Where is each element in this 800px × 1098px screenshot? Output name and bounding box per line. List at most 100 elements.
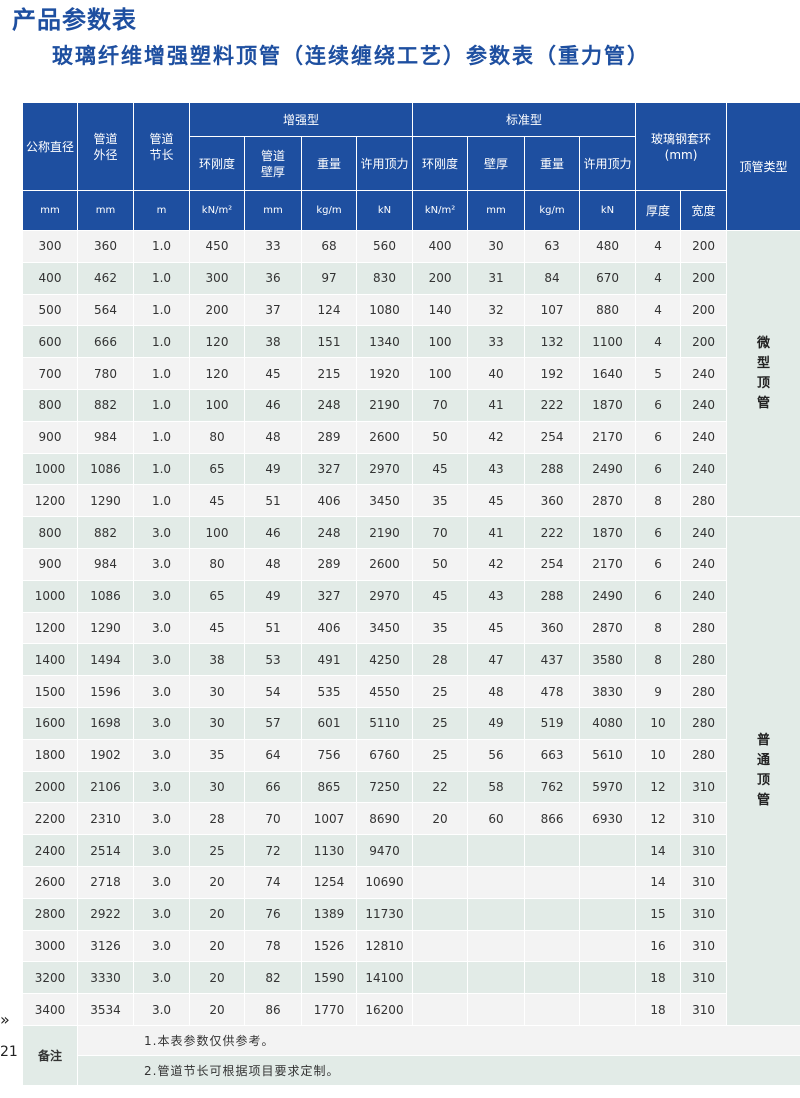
table-cell: 54 bbox=[244, 675, 302, 708]
table-cell: 289 bbox=[301, 420, 357, 454]
table-cell: 124 bbox=[301, 293, 357, 327]
table-cell: 35 bbox=[412, 484, 469, 518]
table-cell: 1870 bbox=[579, 516, 637, 549]
table-cell: 38 bbox=[189, 643, 245, 677]
table-cell bbox=[467, 897, 526, 931]
table-row: 1200 1290 3.0 45 51 406 3450 35 45 360 2870 8 280 bbox=[22, 611, 800, 645]
table-cell: 254 bbox=[524, 420, 581, 454]
table-cell: 240 bbox=[680, 420, 728, 454]
table-cell: 6760 bbox=[355, 738, 414, 772]
table-cell: 42 bbox=[467, 420, 526, 454]
table-cell: 254 bbox=[524, 547, 581, 581]
table-cell: 1500 bbox=[22, 675, 78, 708]
table-cell: 3.0 bbox=[133, 929, 190, 963]
pipe-type-char: 顶 bbox=[757, 773, 771, 789]
table-cell: 564 bbox=[77, 293, 134, 327]
table-cell: 1.0 bbox=[133, 357, 190, 390]
table-row: 3200 3330 3.0 20 82 1590 14100 18 310 bbox=[22, 961, 800, 995]
table-cell: 43 bbox=[467, 452, 526, 486]
table-cell: 192 bbox=[524, 357, 581, 390]
table-cell bbox=[467, 961, 526, 995]
table-cell: 31 bbox=[467, 261, 526, 295]
table-cell bbox=[524, 865, 581, 899]
table-row: 1400 1494 3.0 38 53 491 4250 28 47 437 3580 8 280 bbox=[22, 643, 800, 677]
table-cell: 5110 bbox=[355, 706, 414, 740]
table-cell: 25 bbox=[189, 834, 245, 867]
table-cell bbox=[579, 897, 637, 931]
table-cell: 200 bbox=[412, 261, 469, 295]
header-ring-stiffness-enh: 环刚度 bbox=[189, 136, 245, 191]
table-title: 玻璃纤维增强塑料顶管（连续缠绕工艺）参数表（重力管） bbox=[52, 44, 650, 68]
table-row: 800 882 1.0 100 46 248 2190 70 41 222 1870 6 240 bbox=[22, 388, 800, 422]
table-cell: 1.0 bbox=[133, 261, 190, 295]
table-cell: 18 bbox=[635, 993, 682, 1026]
table-cell: 400 bbox=[412, 230, 469, 263]
table-cell: 2170 bbox=[579, 420, 637, 454]
table-cell: 491 bbox=[301, 643, 357, 677]
table-cell: 700 bbox=[22, 357, 78, 390]
table-cell: 865 bbox=[301, 770, 357, 804]
table-cell: 2400 bbox=[22, 834, 78, 867]
table-cell: 4 bbox=[635, 325, 682, 359]
table-cell: 43 bbox=[467, 579, 526, 613]
table-cell: 4 bbox=[635, 293, 682, 327]
table-cell: 2310 bbox=[77, 802, 134, 836]
table-cell: 6 bbox=[635, 388, 682, 422]
table-cell: 3.0 bbox=[133, 516, 190, 549]
table-cell: 280 bbox=[680, 484, 728, 518]
table-row: 500 564 1.0 200 37 124 1080 140 32 107 880 4 200 bbox=[22, 293, 800, 327]
table-row: 400 462 1.0 300 36 97 830 200 31 84 670 4 200 bbox=[22, 261, 800, 295]
table-cell: 280 bbox=[680, 738, 728, 772]
table-cell: 1200 bbox=[22, 484, 78, 518]
table-cell: 10 bbox=[635, 706, 682, 740]
table-cell: 2922 bbox=[77, 897, 134, 931]
table-cell: 16 bbox=[635, 929, 682, 963]
table-cell: 3126 bbox=[77, 929, 134, 963]
table-cell: 400 bbox=[22, 261, 78, 295]
table-cell: 1000 bbox=[22, 579, 78, 613]
table-cell: 1.0 bbox=[133, 388, 190, 422]
table-cell bbox=[412, 897, 469, 931]
table-cell: 310 bbox=[680, 993, 728, 1026]
table-cell bbox=[467, 865, 526, 899]
table-cell: 1007 bbox=[301, 802, 357, 836]
table-cell: 22 bbox=[412, 770, 469, 804]
table-cell: 58 bbox=[467, 770, 526, 804]
table-cell: 6 bbox=[635, 420, 682, 454]
table-cell: 6 bbox=[635, 516, 682, 549]
unit-mm: mm bbox=[22, 190, 78, 231]
table-cell: 1698 bbox=[77, 706, 134, 740]
table-cell: 1596 bbox=[77, 675, 134, 708]
table-cell: 46 bbox=[244, 388, 302, 422]
table-cell: 756 bbox=[301, 738, 357, 772]
section-title: 产品参数表 bbox=[12, 6, 137, 34]
table-cell: 535 bbox=[301, 675, 357, 708]
table-cell: 800 bbox=[22, 388, 78, 422]
table-cell: 1340 bbox=[355, 325, 414, 359]
table-cell: 30 bbox=[189, 706, 245, 740]
table-cell: 78 bbox=[244, 929, 302, 963]
table-cell: 4 bbox=[635, 261, 682, 295]
table-row: 1600 1698 3.0 30 57 601 5110 25 49 519 4080 10 280 bbox=[22, 706, 800, 740]
table-cell bbox=[579, 865, 637, 899]
table-cell: 1000 bbox=[22, 452, 78, 486]
table-cell: 2200 bbox=[22, 802, 78, 836]
table-cell bbox=[524, 961, 581, 995]
table-cell: 100 bbox=[412, 357, 469, 390]
table-cell: 360 bbox=[524, 484, 581, 518]
page-arrow-icon: » bbox=[0, 1010, 10, 1029]
header-enhanced-group: 增强型 bbox=[188, 102, 414, 137]
table-cell: 200 bbox=[680, 325, 728, 359]
table-cell: 2600 bbox=[355, 420, 414, 454]
table-cell bbox=[579, 929, 637, 963]
table-cell: 14 bbox=[635, 865, 682, 899]
table-cell: 120 bbox=[189, 357, 245, 390]
table-cell bbox=[524, 834, 581, 867]
unit-kn: kN bbox=[355, 190, 414, 231]
table-cell: 1130 bbox=[301, 834, 357, 867]
table-cell: 240 bbox=[680, 388, 728, 422]
pipe-type-char: 普 bbox=[757, 733, 771, 749]
unit-kn-m2: kN/m² bbox=[412, 190, 469, 231]
table-cell: 1086 bbox=[77, 452, 134, 486]
table-cell: 406 bbox=[301, 611, 357, 645]
